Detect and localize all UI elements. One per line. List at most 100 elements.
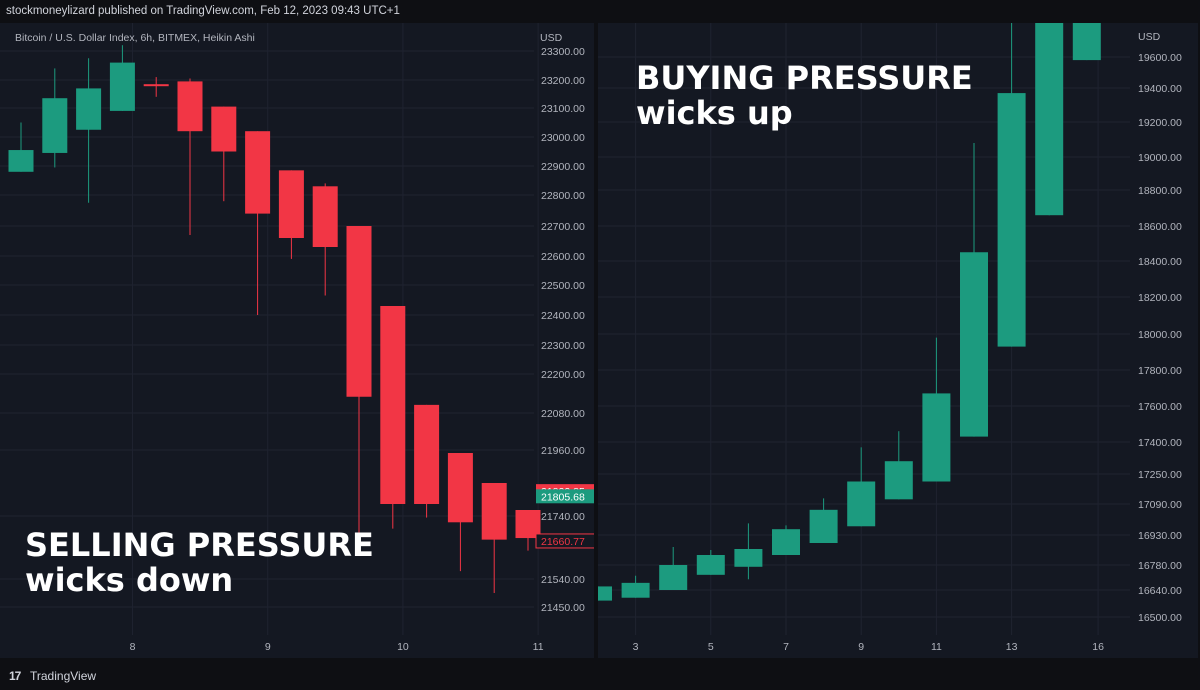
candle-body: [76, 88, 102, 130]
currency-label-right: USD: [1138, 31, 1161, 43]
y-tick-label: 23100.00: [541, 103, 585, 115]
chart-left-svg[interactable]: 23300.00 23200.00 23100.00 23000.00 22900.00…: [0, 23, 594, 658]
publish-info: stockmoneylizard published on TradingVie…: [6, 5, 400, 17]
candle-body: [734, 549, 763, 567]
y-tick-label: 22300.00: [541, 340, 585, 352]
candle-body: [809, 509, 838, 543]
price-tag: 21805.68: [536, 489, 594, 504]
y-tick-label: 22080.00: [541, 408, 585, 420]
x-tick-label: 9: [858, 641, 864, 653]
x-tick-label: 16: [1092, 641, 1104, 653]
x-tick-label: 10: [397, 641, 409, 653]
selling-pressure-annotation: SELLING PRESSURE wicks down: [25, 528, 374, 597]
candle-body: [42, 98, 68, 153]
y-tick-label: 17250.00: [1138, 469, 1182, 481]
y-tick-label: 16930.00: [1138, 530, 1182, 542]
y-tick-label: 22600.00: [541, 251, 585, 263]
candle-body: [278, 170, 304, 238]
y-tick-label: 19400.00: [1138, 83, 1182, 95]
price-tag-box: [535, 533, 594, 549]
chart-panel-right[interactable]: 19600.00 19400.00 19200.00 19000.00 18800.00…: [598, 23, 1198, 658]
symbol-label: Bitcoin / U.S. Dollar Index, 6h, BITMEX,…: [15, 32, 255, 44]
x-tick-label: 3: [633, 641, 639, 653]
y-tick-label: 22500.00: [541, 280, 585, 292]
y-tick-label: 22400.00: [541, 310, 585, 322]
buying-pressure-title: BUYING PRESSURE: [636, 59, 973, 97]
currency-label-left: USD: [540, 32, 563, 44]
price-tag: 21660.77: [535, 533, 594, 549]
y-tick-label: 18000.00: [1138, 329, 1182, 341]
candle-body: [997, 93, 1026, 347]
y-tick-label: 23200.00: [541, 75, 585, 87]
candle-body: [312, 186, 338, 247]
y-tick-label: 19200.00: [1138, 117, 1182, 129]
x-tick-label: 7: [783, 641, 789, 653]
y-tick-label: 21540.00: [541, 574, 585, 586]
y-tick-label: 17600.00: [1138, 401, 1182, 413]
candle-body: [960, 252, 988, 437]
y-tick-label: 22900.00: [541, 161, 585, 173]
tradingview-brand: TradingView: [30, 669, 97, 683]
candle-body: [621, 582, 650, 598]
candle-body: [772, 529, 800, 555]
y-tick-label: 18800.00: [1138, 185, 1182, 197]
x-tick-label: 11: [931, 641, 942, 653]
y-tick-label: 16500.00: [1138, 612, 1182, 624]
y-tick-label: 22700.00: [541, 221, 585, 233]
price-tag-box: [536, 489, 594, 504]
y-tick-label: 18200.00: [1138, 292, 1182, 304]
candle-body: [659, 565, 688, 590]
x-tick-label: 9: [265, 641, 271, 653]
y-tick-label: 17800.00: [1138, 365, 1182, 377]
candle-body: [143, 84, 169, 87]
candle-body: [1072, 23, 1101, 61]
candle-body: [481, 483, 507, 540]
candle-body: [8, 150, 34, 172]
y-tick-label: 17400.00: [1138, 437, 1182, 449]
price-tag-label: 21660.77: [541, 536, 585, 548]
y-tick-label: 23000.00: [541, 132, 585, 144]
publish-header: stockmoneylizard published on TradingVie…: [0, 0, 1200, 22]
candle-body: [447, 453, 473, 523]
buying-pressure-annotation: BUYING PRESSURE wicks up: [636, 61, 973, 130]
candle-body: [414, 404, 440, 504]
candle-body: [1035, 23, 1064, 216]
candle-body: [109, 62, 135, 111]
y-tick-label: 17090.00: [1138, 499, 1182, 511]
candle-body: [380, 306, 406, 504]
candle-body: [598, 586, 612, 601]
buying-pressure-subtitle: wicks up: [636, 93, 793, 132]
x-tick-label: 13: [1006, 641, 1018, 653]
footer-bar: 17 TradingView: [0, 660, 1200, 690]
x-tick-label: 11: [533, 641, 544, 653]
price-tag-label: 21805.68: [541, 491, 585, 503]
y-tick-label: 21740.00: [541, 511, 585, 523]
y-tick-label: 16640.00: [1138, 585, 1182, 597]
y-tick-label: 22200.00: [541, 369, 585, 381]
candle-body: [515, 510, 541, 539]
candle-body: [696, 555, 725, 575]
candle-body: [211, 106, 237, 152]
candle-body: [884, 461, 913, 500]
x-tick-label: 5: [708, 641, 714, 653]
chart-panel-left[interactable]: 23300.00 23200.00 23100.00 23000.00 22900.00…: [0, 23, 594, 658]
candle-body: [245, 131, 271, 214]
candle-body: [346, 226, 372, 397]
y-tick-label: 21960.00: [541, 445, 585, 457]
selling-pressure-subtitle: wicks down: [25, 560, 234, 599]
y-tick-label: 19000.00: [1138, 152, 1182, 164]
candle-body: [847, 481, 876, 527]
y-tick-label: 23300.00: [541, 46, 585, 58]
x-tick-label: 8: [130, 641, 136, 653]
y-tick-label: 16780.00: [1138, 560, 1182, 572]
y-tick-label: 18600.00: [1138, 221, 1182, 233]
chart-right-svg[interactable]: 19600.00 19400.00 19200.00 19000.00 18800.00…: [598, 23, 1198, 658]
y-tick-label: 18400.00: [1138, 256, 1182, 268]
selling-pressure-title: SELLING PRESSURE: [25, 526, 374, 564]
y-tick-label: 19600.00: [1138, 52, 1182, 64]
y-tick-label: 21450.00: [541, 602, 585, 614]
candle-body: [922, 393, 951, 482]
y-tick-label: 22800.00: [541, 190, 585, 202]
candle-body: [177, 81, 203, 132]
tradingview-logo-icon: 17: [9, 669, 21, 683]
